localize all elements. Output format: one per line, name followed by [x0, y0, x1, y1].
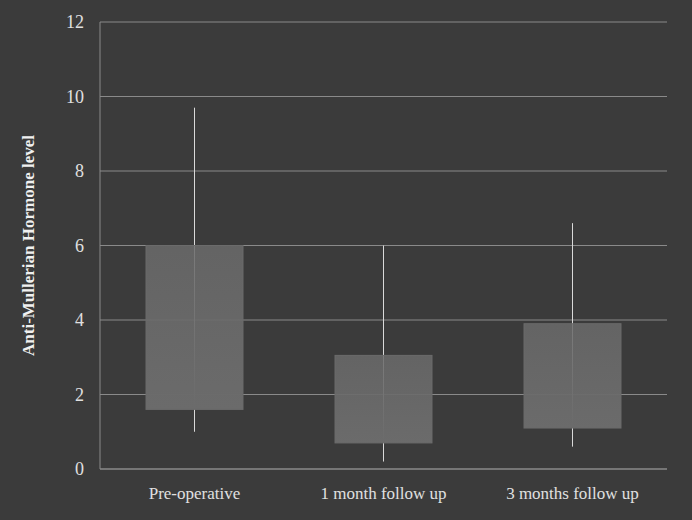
svg-text:3 months follow up: 3 months follow up: [506, 484, 639, 503]
svg-text:4: 4: [75, 310, 84, 330]
svg-text:Anti-Mullerian Hormone level: Anti-Mullerian Hormone level: [19, 135, 38, 356]
svg-text:0: 0: [75, 459, 84, 479]
svg-text:2: 2: [75, 385, 84, 405]
svg-text:8: 8: [75, 161, 84, 181]
svg-text:10: 10: [66, 87, 84, 107]
svg-text:12: 12: [66, 12, 84, 32]
svg-text:6: 6: [75, 236, 84, 256]
svg-text:Pre-operative: Pre-operative: [149, 484, 241, 503]
svg-text:1 month follow up: 1 month follow up: [320, 484, 446, 503]
